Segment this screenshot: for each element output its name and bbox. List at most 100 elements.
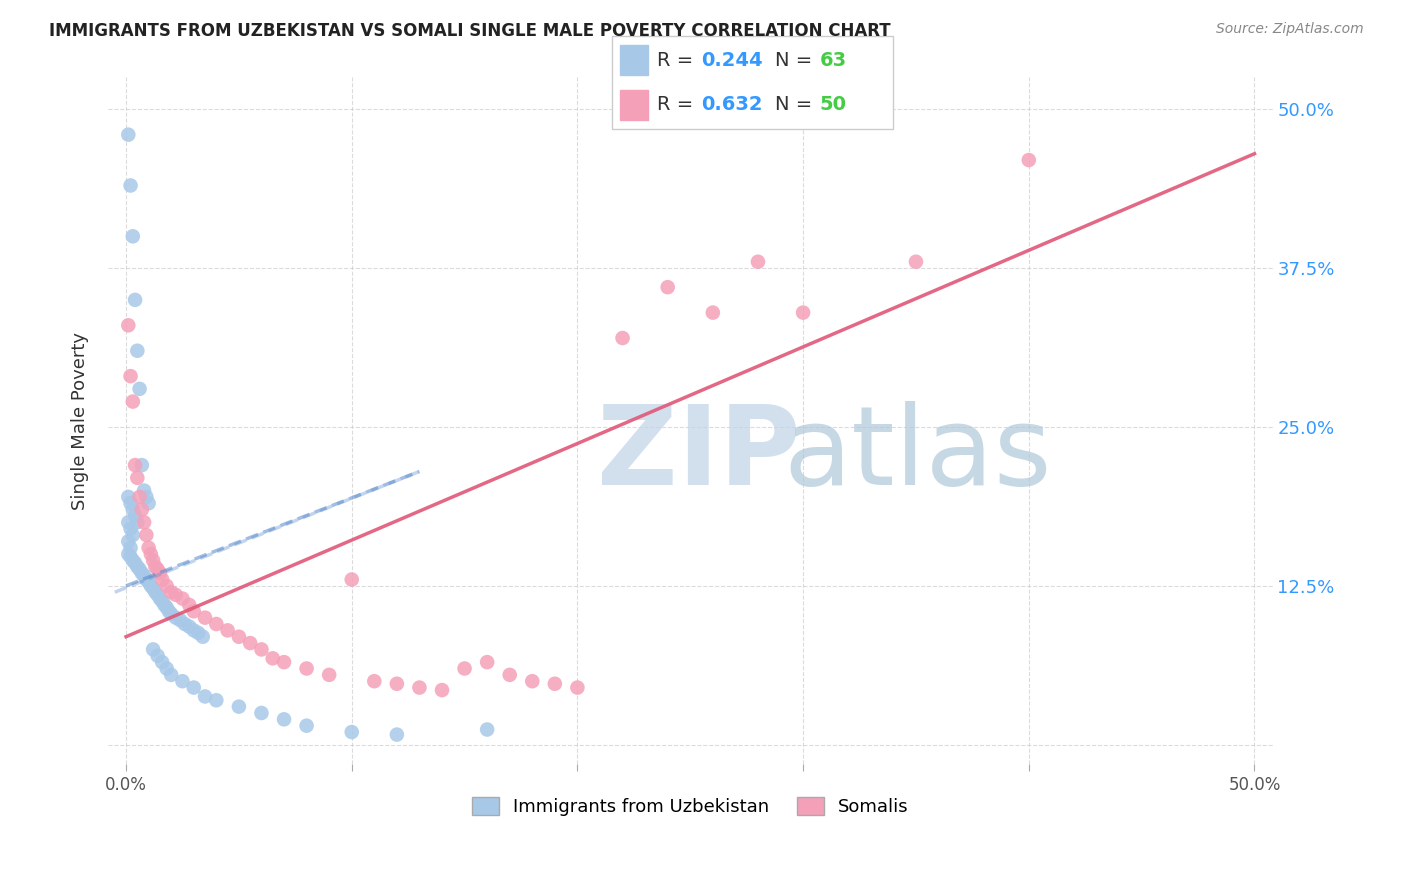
- Point: [150, 594, 173, 608]
- Point: [430, 683, 453, 698]
- Point: [145, 585, 167, 599]
- Point: [150, 655, 173, 669]
- Point: [385, 677, 408, 691]
- Point: [139, 579, 162, 593]
- Text: 63: 63: [820, 51, 846, 70]
- Point: [173, 617, 195, 632]
- Text: N =: N =: [775, 95, 818, 114]
- Point: [273, 655, 295, 669]
- FancyBboxPatch shape: [620, 90, 648, 120]
- Point: [117, 547, 139, 561]
- Point: [117, 318, 139, 333]
- Y-axis label: Single Male Poverty: Single Male Poverty: [72, 332, 89, 509]
- Point: [117, 516, 139, 530]
- Text: R =: R =: [657, 51, 699, 70]
- Point: [239, 636, 262, 650]
- Text: N =: N =: [775, 51, 818, 70]
- Point: [187, 626, 209, 640]
- Legend: Immigrants from Uzbekistan, Somalis: Immigrants from Uzbekistan, Somalis: [464, 789, 915, 823]
- Point: [132, 568, 155, 582]
- FancyBboxPatch shape: [612, 36, 893, 129]
- Point: [124, 458, 146, 472]
- Point: [169, 613, 191, 627]
- Point: [228, 699, 250, 714]
- Point: [499, 668, 522, 682]
- Point: [131, 458, 153, 472]
- Point: [273, 712, 295, 726]
- Point: [156, 579, 179, 593]
- Point: [131, 566, 153, 581]
- Point: [127, 516, 149, 530]
- Point: [205, 693, 228, 707]
- Point: [522, 674, 544, 689]
- Point: [172, 674, 194, 689]
- Point: [194, 690, 217, 704]
- Point: [385, 728, 408, 742]
- Point: [128, 490, 150, 504]
- Text: Source: ZipAtlas.com: Source: ZipAtlas.com: [1216, 22, 1364, 37]
- Point: [138, 575, 160, 590]
- Point: [121, 229, 143, 244]
- Point: [262, 651, 284, 665]
- Point: [146, 562, 169, 576]
- Point: [124, 556, 146, 570]
- Point: [250, 642, 273, 657]
- Point: [120, 496, 142, 510]
- Point: [747, 254, 769, 268]
- Point: [128, 382, 150, 396]
- Text: ZIP: ZIP: [598, 401, 800, 508]
- Point: [567, 681, 589, 695]
- Point: [120, 522, 142, 536]
- Point: [120, 369, 142, 384]
- Text: 0.244: 0.244: [702, 51, 763, 70]
- Point: [363, 674, 385, 689]
- Point: [340, 573, 363, 587]
- Point: [250, 706, 273, 720]
- Point: [120, 541, 142, 555]
- Point: [453, 661, 475, 675]
- Point: [132, 483, 155, 498]
- Point: [191, 630, 214, 644]
- Point: [165, 610, 187, 624]
- Point: [318, 668, 340, 682]
- Text: 0.632: 0.632: [702, 95, 763, 114]
- Point: [475, 655, 498, 669]
- Point: [1018, 153, 1040, 167]
- Point: [117, 490, 139, 504]
- Point: [165, 588, 187, 602]
- Point: [160, 668, 183, 682]
- Point: [124, 293, 146, 307]
- Point: [127, 471, 149, 485]
- Point: [127, 343, 149, 358]
- Point: [160, 585, 183, 599]
- Point: [121, 502, 143, 516]
- Point: [135, 528, 157, 542]
- Point: [117, 128, 139, 142]
- Point: [183, 604, 205, 618]
- Point: [146, 648, 169, 663]
- Point: [146, 588, 169, 602]
- Point: [142, 553, 165, 567]
- Point: [145, 559, 167, 574]
- Point: [183, 681, 205, 695]
- Point: [117, 534, 139, 549]
- Point: [131, 502, 153, 516]
- Point: [160, 607, 183, 621]
- Point: [475, 723, 498, 737]
- Text: R =: R =: [657, 95, 699, 114]
- Point: [121, 528, 143, 542]
- Point: [408, 681, 430, 695]
- Point: [295, 719, 318, 733]
- Point: [150, 573, 173, 587]
- Point: [120, 178, 142, 193]
- Point: [179, 619, 201, 633]
- Point: [217, 624, 239, 638]
- Point: [904, 254, 927, 268]
- Point: [702, 305, 724, 319]
- Point: [138, 496, 160, 510]
- Text: IMMIGRANTS FROM UZBEKISTAN VS SOMALI SINGLE MALE POVERTY CORRELATION CHART: IMMIGRANTS FROM UZBEKISTAN VS SOMALI SIN…: [49, 22, 891, 40]
- Text: atlas: atlas: [783, 401, 1052, 508]
- FancyBboxPatch shape: [620, 45, 648, 75]
- Point: [295, 661, 318, 675]
- Point: [544, 677, 567, 691]
